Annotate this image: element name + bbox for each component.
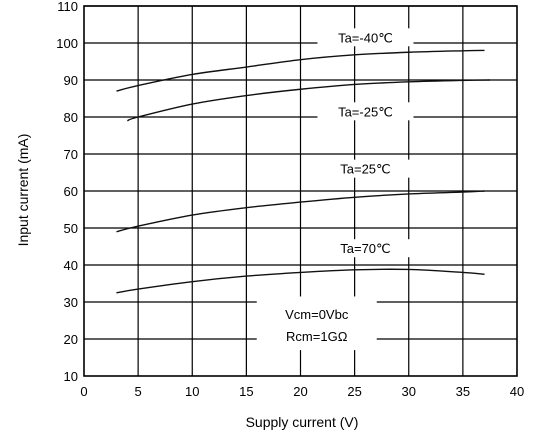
- plot-frame: [83, 5, 518, 377]
- x-tick-label: 20: [293, 384, 307, 399]
- y-tick-label: 30: [64, 295, 78, 310]
- test-conditions: Vcm=0Vbc Rcm=1GΩ: [256, 296, 377, 351]
- curve-label-2: Ta=25℃: [340, 162, 390, 177]
- series-line-2: [116, 190, 485, 233]
- curve-label-0: Ta=-40℃: [338, 30, 393, 45]
- x-tick-label: 5: [135, 384, 142, 399]
- x-tick-label: 35: [456, 384, 470, 399]
- curve-labels: Ta=-40℃ Ta=-25℃ Ta=25℃ Ta=70℃: [338, 30, 393, 256]
- y-tick-label: 100: [56, 36, 78, 51]
- curve-label-3: Ta=70℃: [340, 241, 390, 256]
- series-line-1: [127, 79, 490, 122]
- curve-label-bg: [317, 102, 414, 121]
- condition-text-1: Rcm=1GΩ: [286, 329, 348, 344]
- y-axis-title: Input current (mA): [15, 134, 31, 247]
- curve-label-bg: [317, 28, 414, 47]
- y-tick-label: 50: [64, 221, 78, 236]
- y-tick-label: 20: [64, 332, 78, 347]
- series-line-3: [116, 268, 485, 294]
- curve-label-bg: [317, 239, 414, 258]
- conditions-bg: [256, 296, 377, 351]
- series-line-0: [116, 49, 485, 92]
- y-tick-label: 110: [57, 0, 78, 14]
- x-tick-label: 25: [347, 384, 361, 399]
- curve-label-bg: [317, 159, 414, 178]
- x-axis-title: Supply current (V): [246, 414, 359, 430]
- y-tick-label: 80: [64, 110, 78, 125]
- y-tick-label: 40: [64, 258, 78, 273]
- x-tick-label: 30: [402, 384, 416, 399]
- y-tick-label: 60: [64, 184, 78, 199]
- x-tick-label: 10: [185, 384, 199, 399]
- y-tick-label: 70: [64, 147, 78, 162]
- series-curves: [116, 49, 490, 294]
- x-axis-tick-labels: 0 5 10 15 20 25 30 35 40: [80, 384, 524, 399]
- condition-text-0: Vcm=0Vbc: [285, 307, 349, 322]
- y-axis-tick-labels: 10 20 30 40 50 60 70 80 90 100 110: [56, 0, 78, 384]
- x-tick-label: 0: [80, 384, 87, 399]
- x-tick-label: 40: [510, 384, 524, 399]
- x-tick-label: 15: [239, 384, 253, 399]
- curve-label-backgrounds: [317, 28, 414, 258]
- y-tick-label: 90: [64, 73, 78, 88]
- curve-label-1: Ta=-25℃: [338, 104, 393, 119]
- y-tick-label: 10: [64, 369, 78, 384]
